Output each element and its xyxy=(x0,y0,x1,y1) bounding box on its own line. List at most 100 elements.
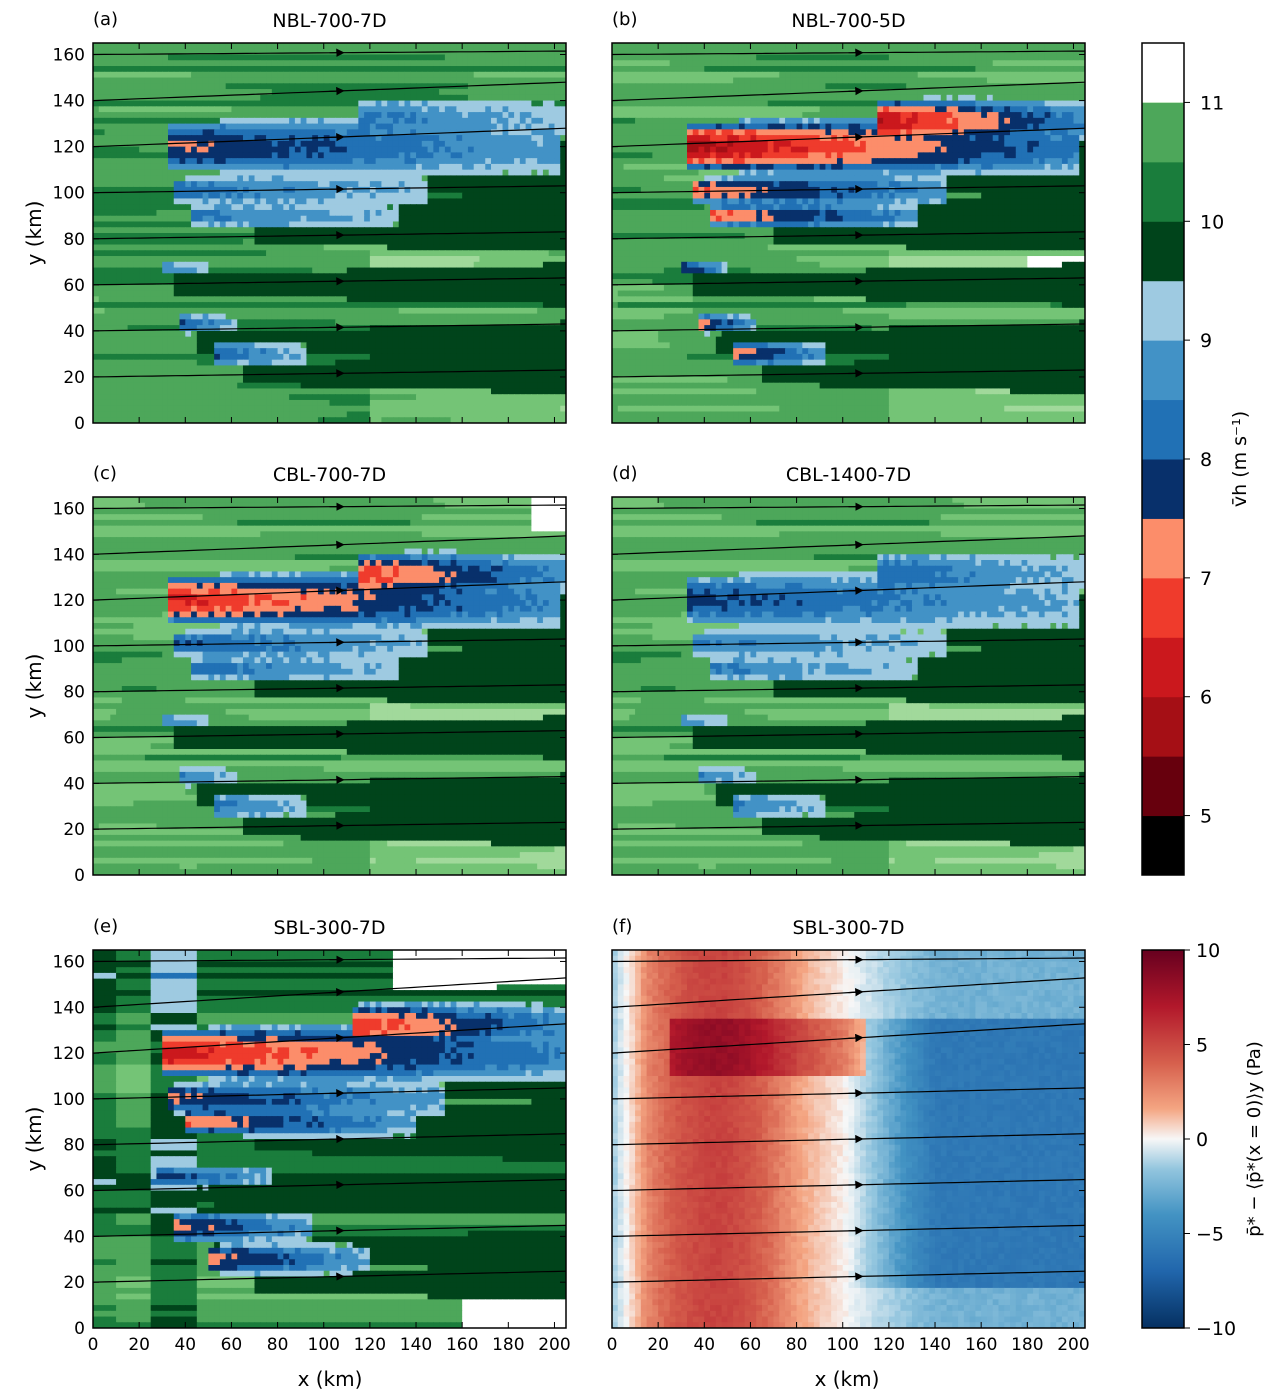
axes-frame xyxy=(611,496,1086,876)
y-axis-label: y (km) xyxy=(22,201,46,266)
streamline-arrow xyxy=(848,988,864,997)
colorbar-band xyxy=(1142,518,1184,579)
y-tick-label: 140 xyxy=(53,92,85,112)
panel-title: SBL-300-7D xyxy=(273,917,385,939)
axes-frame xyxy=(92,42,567,424)
colorbar-tick-label: 11 xyxy=(1200,92,1224,114)
y-axis-label: y (km) xyxy=(22,654,46,719)
axes-frame xyxy=(611,949,1086,1329)
colorbar-tick-label: 8 xyxy=(1200,449,1212,471)
x-tick-label: 100 xyxy=(308,1335,340,1355)
y-tick-label: 100 xyxy=(53,1090,85,1110)
y-tick-label: 40 xyxy=(63,1227,85,1247)
y-tick-label: 120 xyxy=(53,138,85,158)
colorbar-band xyxy=(1142,102,1184,163)
y-tick-label: 20 xyxy=(63,1273,85,1293)
y-tick-label: 120 xyxy=(53,591,85,611)
colorbar-tick-label: −10 xyxy=(1196,1318,1236,1340)
y-tick-label: 60 xyxy=(63,1182,85,1202)
axes-frame xyxy=(92,496,567,876)
x-tick-label: 180 xyxy=(1011,1335,1043,1355)
x-axis-label-left: x (km) xyxy=(298,1367,363,1391)
y-tick-label: 160 xyxy=(53,952,85,972)
y-tick-label: 100 xyxy=(53,637,85,657)
colorbar-band xyxy=(1142,161,1184,222)
x-tick-label: 200 xyxy=(1057,1335,1089,1355)
panel-6: 0 20 40 60 80 100 120 140 160 180 200 (f) SBL-300-7D xyxy=(607,916,1090,1355)
y-tick-label: 80 xyxy=(63,1136,85,1156)
heatmap-field xyxy=(93,497,566,875)
x-tick-label: 140 xyxy=(919,1335,951,1355)
x-axis-label-right: x (km) xyxy=(815,1367,880,1391)
panel-3: 0 20 40 60 80 100 120 140 160 y (km) (c) CBL-700-7D xyxy=(22,463,567,886)
streamline-arrow xyxy=(848,1033,864,1043)
panel-label: (c) xyxy=(93,463,117,484)
colorbar-band xyxy=(1142,815,1184,876)
colorbar-label: v̄h (m s⁻¹) xyxy=(1229,411,1251,507)
y-tick-label: 0 xyxy=(74,866,85,886)
x-tick-label: 200 xyxy=(538,1335,570,1355)
panel-5: 0 20 40 60 80 100 120 140 160 180 200 0 20 40 60 80 100 1… xyxy=(22,916,571,1355)
colorbar-tick-label: 7 xyxy=(1200,568,1212,590)
colorbar-tick-label: 9 xyxy=(1200,330,1212,352)
panel-title: CBL-700-7D xyxy=(273,464,386,486)
colorbar-label: p̄* − ⟨p̄*(x = 0)⟩y (Pa) xyxy=(1244,1041,1265,1237)
colorbar-band xyxy=(1142,696,1184,757)
colorbar-pressure: 10 5 0 −5 −10 p̄* − ⟨p̄*(x = 0)⟩y (Pa) xyxy=(1141,940,1265,1340)
y-tick-label: 100 xyxy=(53,184,85,204)
x-tick-label: 20 xyxy=(647,1335,669,1355)
colorbar-tick-label: −5 xyxy=(1196,1224,1224,1246)
x-tick-label: 40 xyxy=(174,1335,196,1355)
heatmap-field xyxy=(612,497,1085,875)
y-tick-label: 80 xyxy=(63,230,85,250)
x-tick-label: 20 xyxy=(128,1335,150,1355)
panel-label: (f) xyxy=(612,916,632,937)
y-tick-label: 40 xyxy=(63,774,85,794)
colorbar-band xyxy=(1142,577,1184,638)
colorbar-tick-label: 5 xyxy=(1200,806,1212,828)
streamline-arrow xyxy=(329,988,345,997)
y-tick-label: 40 xyxy=(63,322,85,342)
panel-title: NBL-700-7D xyxy=(272,10,386,32)
y-tick-label: 60 xyxy=(63,276,85,296)
axes-frame xyxy=(92,949,567,1329)
colorbar-tick-label: 10 xyxy=(1200,211,1224,233)
colorbar-tick-label: 10 xyxy=(1196,940,1220,962)
panel-label: (b) xyxy=(612,9,637,30)
colorbar-band xyxy=(1142,340,1184,401)
panel-title: SBL-300-7D xyxy=(792,917,904,939)
colorbar-band xyxy=(1142,221,1184,282)
colorbar-band xyxy=(1142,280,1184,341)
x-tick-label: 60 xyxy=(740,1335,762,1355)
streamline-arrow xyxy=(329,1033,345,1043)
y-tick-label: 140 xyxy=(53,545,85,565)
y-tick-label: 20 xyxy=(63,820,85,840)
panel-1: 0 20 40 60 80 100 120 140 160 y (km) (a) NBL-700-7D xyxy=(22,9,567,434)
x-tick-label: 120 xyxy=(354,1335,386,1355)
x-tick-label: 0 xyxy=(607,1335,618,1355)
colorbar-gradient xyxy=(1141,949,1185,1329)
colorbar-tick-label: 6 xyxy=(1200,687,1212,709)
x-tick-label: 100 xyxy=(827,1335,859,1355)
y-tick-label: 160 xyxy=(53,46,85,66)
panel-4: (d) CBL-1400-7D xyxy=(611,463,1086,876)
colorbar-band xyxy=(1142,637,1184,698)
colorbar-band xyxy=(1142,43,1184,103)
panel-2: (b) NBL-700-5D xyxy=(611,9,1086,424)
y-tick-label: 160 xyxy=(53,499,85,519)
colorbar-band xyxy=(1142,459,1184,519)
y-tick-label: 80 xyxy=(63,683,85,703)
y-tick-label: 140 xyxy=(53,998,85,1018)
x-tick-label: 120 xyxy=(873,1335,905,1355)
x-tick-label: 40 xyxy=(693,1335,715,1355)
panel-label: (e) xyxy=(93,916,118,937)
panel-label: (d) xyxy=(612,463,637,484)
x-tick-label: 140 xyxy=(400,1335,432,1355)
y-tick-label: 60 xyxy=(63,729,85,749)
x-tick-label: 160 xyxy=(446,1335,478,1355)
panel-label: (a) xyxy=(93,9,118,30)
heatmap-field xyxy=(93,950,566,1328)
panel-title: CBL-1400-7D xyxy=(786,464,911,486)
y-tick-label: 20 xyxy=(63,368,85,388)
colorbar-band xyxy=(1142,756,1184,817)
